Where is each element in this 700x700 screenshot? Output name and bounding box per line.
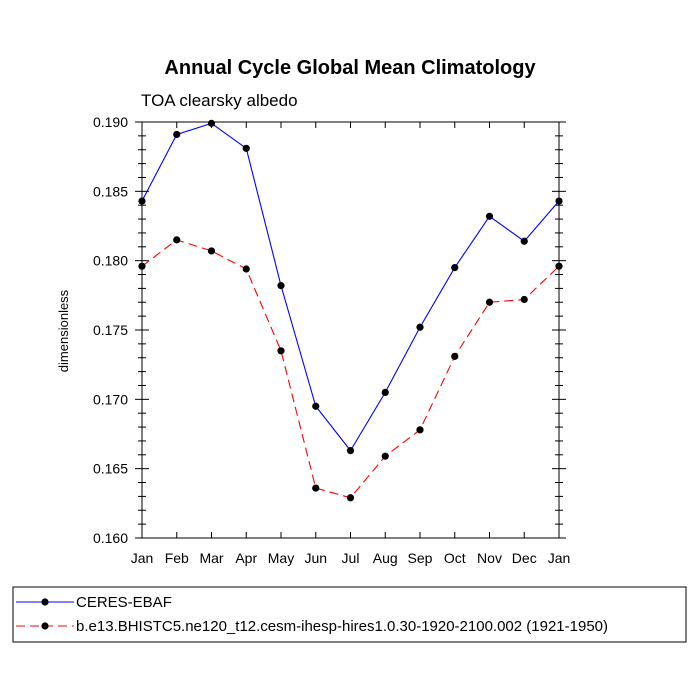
- series-2-point: [207, 247, 216, 255]
- y-tick-label: 0.175: [93, 322, 128, 338]
- series-layer: [138, 119, 563, 502]
- series-1-point: [312, 402, 320, 410]
- x-tick-label: Sep: [408, 550, 433, 566]
- x-tick-label: Aug: [373, 550, 398, 566]
- y-tick-label: 0.160: [93, 530, 128, 546]
- series-1-point: [381, 388, 389, 396]
- series-1-point: [485, 212, 494, 220]
- legend-marker-1: [41, 598, 49, 606]
- x-tick-label: Mar: [199, 550, 223, 566]
- x-tick-label: Jan: [131, 550, 154, 566]
- y-tick-label: 0.190: [93, 114, 128, 130]
- x-tick-label: Feb: [165, 550, 189, 566]
- axes: Jan Feb Mar Apr May Jun Jul Aug Sep Oct Nov Dec Jan0…: [93, 114, 570, 566]
- series-1-point: [451, 264, 459, 272]
- series-1-point: [173, 130, 181, 139]
- legend-label-2: b.e13.BHISTC5.ne120_t12.cesm-ihesp-hires…: [76, 618, 608, 635]
- series-2-point: [416, 426, 424, 434]
- x-tick-label: Apr: [235, 550, 257, 566]
- chart-subtitle: TOA clearsky albedo: [141, 91, 298, 110]
- series-1-point: [242, 144, 250, 152]
- legend: CERES-EBAF b.e13.BHISTC5.ne120_t12.cesm-i…: [16, 594, 608, 635]
- legend-label-1: CERES-EBAF: [76, 594, 172, 611]
- x-tick-label: Jan: [548, 550, 571, 566]
- series-1-point: [520, 237, 528, 245]
- series-2-point: [138, 262, 146, 270]
- x-tick-label: Jul: [342, 550, 360, 566]
- series-2-point: [520, 295, 528, 304]
- x-tick-label: Jun: [304, 550, 327, 566]
- series-2-point: [555, 262, 563, 270]
- series-1-point: [416, 323, 424, 331]
- series-2-point: [485, 298, 494, 306]
- x-tick-label: Dec: [512, 550, 537, 566]
- series-line-2: [141, 239, 560, 499]
- series-1-point: [277, 282, 285, 290]
- series-1-point: [207, 119, 216, 127]
- legend-marker-2: [41, 622, 49, 630]
- series-line-1: [141, 122, 560, 452]
- y-axis-label: dimensionless: [56, 289, 71, 372]
- y-tick-label: 0.185: [93, 183, 128, 199]
- series-2-point: [381, 452, 389, 460]
- chart-title: Annual Cycle Global Mean Climatology: [164, 57, 536, 79]
- y-tick-label: 0.170: [93, 391, 128, 407]
- y-tick-label: 0.180: [93, 253, 128, 269]
- series-1-point: [555, 197, 563, 205]
- x-tick-label: Oct: [444, 550, 466, 566]
- series-2-point: [173, 236, 181, 244]
- series-1-point: [346, 447, 355, 455]
- series-2-point: [312, 484, 320, 492]
- plot-frame: [141, 121, 560, 539]
- series-1-point: [138, 197, 146, 205]
- series-2-point: [277, 347, 285, 355]
- series-2-point: [242, 265, 250, 273]
- y-tick-label: 0.165: [93, 461, 128, 477]
- legend-box: [12, 586, 687, 643]
- series-2-point: [451, 352, 459, 360]
- x-tick-label: Nov: [477, 550, 502, 566]
- x-tick-label: May: [268, 550, 294, 566]
- series-2-point: [346, 494, 355, 502]
